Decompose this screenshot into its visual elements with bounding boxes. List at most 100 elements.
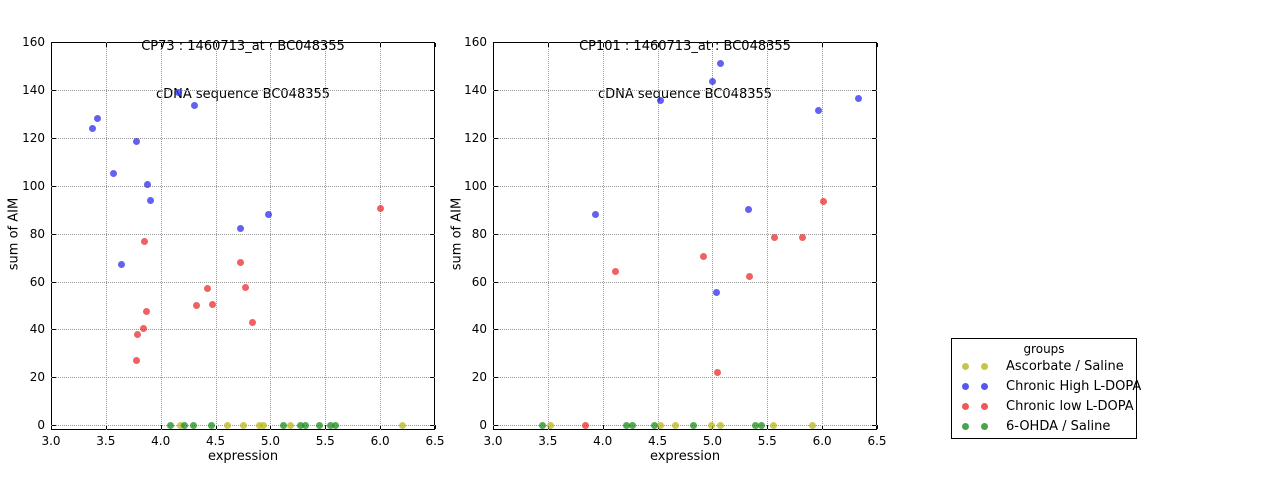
gridline: [493, 89, 877, 91]
data-point: [241, 283, 249, 291]
data-point: [808, 421, 816, 429]
gridline: [51, 89, 435, 91]
y-tickmark: [872, 425, 876, 427]
data-point: [255, 421, 263, 429]
x-tick-label: 4.5: [648, 434, 668, 448]
gridline: [547, 42, 549, 430]
x-tick-label: 4.5: [206, 434, 226, 448]
y-tickmark: [52, 281, 56, 283]
data-point: [316, 421, 324, 429]
data-point: [190, 421, 198, 429]
x-tickmark: [767, 43, 769, 47]
data-point: [746, 273, 754, 281]
data-point: [139, 324, 147, 332]
x-tickmark: [160, 425, 162, 429]
y-tick-label: 0: [479, 418, 487, 433]
data-point: [745, 206, 753, 214]
data-point: [700, 252, 708, 260]
y-tick-label: 80: [29, 226, 45, 241]
data-point: [714, 369, 722, 377]
data-point: [239, 421, 247, 429]
y-tick-label: 80: [471, 226, 487, 241]
legend-marker-dot: [981, 362, 988, 370]
data-point: [708, 78, 716, 86]
data-point: [208, 300, 216, 308]
data-point: [181, 421, 189, 429]
gridline: [493, 185, 877, 187]
data-point: [237, 225, 245, 233]
x-tickmark: [270, 43, 272, 47]
y-tick-label: 100: [22, 178, 45, 193]
x-tick-label: 6.0: [812, 434, 832, 448]
data-point: [770, 421, 778, 429]
y-tickmark: [872, 233, 876, 235]
data-point: [286, 421, 294, 429]
x-tickmark: [657, 43, 659, 47]
gridline: [270, 42, 272, 430]
data-point: [657, 97, 665, 105]
data-point: [207, 421, 215, 429]
x-tickmark: [270, 425, 272, 429]
y-tickmark: [494, 42, 498, 43]
data-point: [581, 421, 589, 429]
data-point: [133, 357, 141, 365]
y-tickmark: [494, 377, 498, 379]
panel-cp101-xlabel: expression: [649, 449, 721, 464]
data-point: [716, 421, 724, 429]
y-tickmark: [430, 281, 434, 283]
gridline: [51, 377, 435, 379]
x-tick-label: 5.5: [315, 434, 335, 448]
data-point: [327, 421, 335, 429]
x-tickmark: [160, 43, 162, 47]
x-tickmark: [380, 43, 382, 47]
data-point: [89, 124, 97, 132]
data-point: [237, 258, 245, 266]
y-tickmark: [494, 425, 498, 427]
x-tick-label: 4.0: [593, 434, 613, 448]
x-tickmark: [822, 43, 824, 47]
legend-marker-dot: [981, 402, 988, 410]
x-tickmark: [493, 425, 494, 429]
data-point: [690, 421, 698, 429]
x-tickmark: [822, 425, 824, 429]
x-tick-label: 5.5: [757, 434, 777, 448]
data-point: [302, 421, 310, 429]
y-tick-label: 140: [464, 82, 487, 97]
data-point: [167, 421, 175, 429]
gridline: [657, 42, 659, 430]
data-point: [713, 288, 721, 296]
y-tickmark: [52, 377, 56, 379]
legend-marker-dot: [981, 422, 988, 430]
x-tickmark: [877, 425, 878, 429]
legend-marker-dot: [981, 382, 988, 390]
x-tickmark: [51, 425, 52, 429]
gridline: [493, 377, 877, 379]
panel-cp73-xlabel: expression: [207, 449, 279, 464]
y-tickmark: [872, 137, 876, 139]
x-tickmark: [767, 425, 769, 429]
legend-marker-dot: [962, 362, 969, 370]
gridline: [493, 425, 877, 427]
y-tickmark: [494, 233, 498, 235]
gridline: [51, 329, 435, 331]
gridline: [51, 137, 435, 139]
data-point: [671, 421, 679, 429]
y-tick-label: 120: [464, 130, 487, 145]
x-tickmark: [435, 425, 436, 429]
data-point: [264, 210, 272, 218]
y-tickmark: [494, 185, 498, 187]
x-tick-label: 3.0: [483, 434, 503, 448]
data-point: [134, 330, 142, 338]
data-point: [612, 268, 620, 276]
y-tickmark: [494, 137, 498, 139]
gridline: [380, 42, 382, 430]
data-point: [591, 210, 599, 218]
y-tickmark: [430, 89, 434, 91]
data-point: [147, 196, 155, 204]
panel-cp101-plot-area: [493, 42, 877, 430]
x-tickmark: [602, 43, 604, 47]
x-tickmark: [325, 425, 327, 429]
data-point: [204, 285, 212, 293]
x-tickmark: [712, 43, 714, 47]
data-point: [110, 170, 118, 178]
